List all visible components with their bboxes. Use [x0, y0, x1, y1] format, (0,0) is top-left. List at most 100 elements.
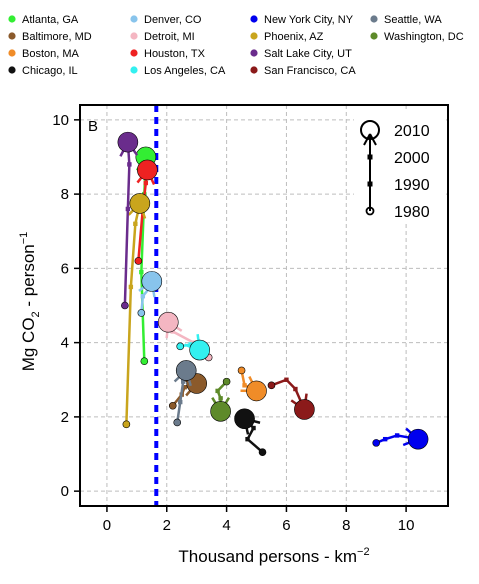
x-tick-label: 6 — [282, 517, 290, 534]
series-line — [271, 378, 306, 410]
legend-marker — [130, 15, 138, 23]
legend-marker — [8, 49, 16, 57]
year-key-marker — [365, 206, 375, 216]
series-point — [121, 301, 129, 310]
series-group — [210, 377, 231, 422]
series-line — [375, 434, 419, 445]
series-group — [234, 408, 267, 456]
legend-label: Baltimore, MD — [22, 31, 92, 43]
series-line — [123, 142, 131, 306]
legend-marker — [130, 49, 138, 57]
series-point — [188, 342, 193, 347]
y-axis-title-sub: 2 — [30, 311, 42, 317]
series-group — [237, 366, 267, 402]
plot-frame — [79, 104, 449, 507]
y-axis-title: Mg CO2 - person−1 — [18, 232, 42, 372]
legend-label: New York City, NY — [264, 14, 354, 26]
y-tick-label: 4 — [61, 335, 69, 352]
year-key-label: 2010 — [394, 123, 430, 140]
series-point — [181, 379, 186, 384]
legend-marker — [130, 32, 138, 40]
y-tick-label: 10 — [52, 112, 69, 129]
series-point — [210, 401, 231, 422]
legend-marker — [130, 66, 138, 74]
y-tick-label: 6 — [61, 260, 69, 277]
series-point — [215, 388, 220, 394]
series-point — [245, 436, 250, 442]
legend-label: Salt Lake City, UT — [264, 48, 352, 60]
series-point — [234, 408, 255, 430]
series-point — [189, 339, 210, 361]
series-group — [267, 377, 315, 420]
legend-label: Boston, MA — [22, 48, 80, 60]
series-point — [117, 131, 139, 153]
x-axis-title-text: Thousand persons - km — [178, 547, 357, 566]
series-point — [140, 357, 149, 365]
y-axis-title-text: Mg CO — [19, 317, 38, 371]
axis-ticks: 0 2 4 6 8 10 0 2 4 6 8 10 — [52, 112, 414, 534]
series-point — [137, 159, 158, 181]
year-key-label: 2000 — [394, 150, 430, 167]
series-point — [293, 386, 298, 392]
series-point — [128, 284, 134, 290]
series-point — [382, 436, 388, 442]
legend-marker — [8, 66, 16, 74]
series-group — [372, 427, 429, 450]
series-point — [294, 399, 315, 420]
series-point — [407, 428, 429, 450]
series-point — [175, 360, 197, 381]
legend-label: Houston, TX — [144, 48, 206, 60]
series-point — [122, 420, 131, 429]
series-point — [267, 381, 276, 390]
series-point — [157, 311, 179, 333]
legend-label: Los Angeles, CA — [144, 65, 226, 77]
series-group — [117, 131, 139, 310]
legend-label: Washington, DC — [384, 31, 464, 43]
series-layer — [117, 131, 429, 456]
x-tick-label: 2 — [163, 517, 171, 534]
series-point — [372, 439, 380, 447]
year-key: 2010 2000 1990 1980 — [354, 110, 446, 222]
series-group — [137, 271, 163, 317]
series-point — [137, 309, 146, 317]
legend-marker — [370, 32, 378, 40]
series-point — [178, 399, 183, 405]
series-point — [127, 162, 132, 167]
legend-label: Atlanta, GA — [22, 14, 79, 26]
series-point — [284, 377, 289, 382]
series-point — [139, 269, 144, 275]
x-tick-label: 10 — [398, 517, 415, 534]
series-point — [222, 377, 231, 386]
year-key-label: 1990 — [394, 177, 430, 194]
y-tick-label: 0 — [61, 483, 69, 500]
series-point — [129, 193, 151, 214]
series-point — [251, 425, 256, 431]
series-point — [246, 380, 267, 402]
series-point — [258, 448, 267, 456]
panel-label: B — [88, 118, 98, 135]
legend-marker — [250, 15, 258, 23]
series-point — [134, 257, 143, 265]
series-point — [125, 206, 131, 212]
series-line — [125, 203, 142, 425]
y-tick-label: 8 — [61, 186, 69, 203]
series-point — [176, 342, 185, 351]
y-axis-title-sup: −1 — [18, 232, 30, 245]
series-point — [218, 396, 223, 401]
year-key-marker — [360, 120, 380, 140]
series-point — [170, 329, 175, 334]
series-point — [133, 221, 138, 227]
series-point — [173, 418, 182, 427]
legend-marker — [250, 66, 258, 74]
legend-marker — [250, 32, 258, 40]
legend-label: Phoenix, AZ — [264, 31, 324, 43]
legend: Atlanta, GA Baltimore, MD Boston, MA Chicag… — [8, 14, 464, 77]
y-axis-title-tail: - person — [19, 244, 38, 311]
series-point — [140, 294, 146, 299]
legend-label: San Francisco, CA — [264, 65, 356, 77]
series-group — [173, 360, 197, 427]
legend-label: Denver, CO — [144, 14, 202, 26]
legend-label: Chicago, IL — [22, 65, 78, 77]
x-tick-label: 0 — [103, 517, 111, 534]
